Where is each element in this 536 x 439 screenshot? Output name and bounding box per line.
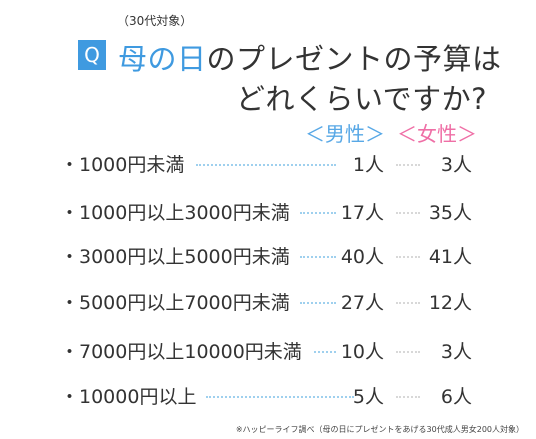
row-leader-dots [300, 212, 336, 214]
question-subtag: （30代対象） [117, 14, 193, 28]
row-male-count: 17人 [340, 202, 384, 224]
budget-row: ・5000円以上7000円未満 27人 12人 [0, 288, 536, 318]
row-mid-dots [396, 212, 420, 214]
row-mid-dots [396, 164, 420, 166]
row-male-count: 27人 [340, 292, 384, 314]
row-female-count: 35人 [428, 202, 472, 224]
row-female-count: 6人 [440, 386, 472, 408]
row-mid-dots [396, 396, 420, 398]
budget-row: ・3000円以上5000円未満 40人 41人 [0, 242, 536, 272]
row-leader-dots [300, 256, 336, 258]
header-male: ＜男性＞ [305, 122, 385, 146]
title-line-2: どれくらいですか? [236, 82, 488, 116]
row-label: ・3000円以上5000円未満 [60, 246, 290, 268]
row-leader-dots [300, 302, 336, 304]
row-leader-dots [314, 351, 336, 353]
title-line-1: 母の日のプレゼントの予算は [118, 36, 502, 78]
title-rest: のプレゼントの予算は [206, 42, 502, 76]
row-male-count: 40人 [340, 246, 384, 268]
row-label: ・7000円以上10000円未満 [60, 341, 302, 363]
row-female-count: 41人 [428, 246, 472, 268]
row-mid-dots [396, 256, 420, 258]
budget-row: ・10000円以上 5人 6人 [0, 382, 536, 412]
q-badge: Q [78, 40, 106, 70]
row-label: ・1000円以上3000円未満 [60, 202, 290, 224]
budget-row: ・1000円以上3000円未満 17人 35人 [0, 198, 536, 228]
row-male-count: 5人 [352, 386, 384, 408]
row-male-count: 1人 [352, 154, 384, 176]
row-leader-dots [206, 396, 354, 398]
row-female-count: 12人 [428, 292, 472, 314]
row-mid-dots [396, 351, 420, 353]
row-female-count: 3人 [440, 341, 472, 363]
row-female-count: 3人 [440, 154, 472, 176]
row-male-count: 10人 [340, 341, 384, 363]
budget-row: ・7000円以上10000円未満 10人 3人 [0, 337, 536, 367]
row-label: ・1000円未満 [60, 154, 185, 176]
title-highlight: 母の日 [118, 42, 207, 76]
row-label: ・10000円以上 [60, 386, 197, 408]
row-leader-dots [196, 164, 336, 166]
row-label: ・5000円以上7000円未満 [60, 292, 290, 314]
header-female: ＜女性＞ [397, 122, 477, 146]
budget-row: ・1000円未満 1人 3人 [0, 150, 536, 180]
footnote: ※ハッピーライフ調べ（母の日にプレゼントをあげる30代成人男女200人対象） [235, 425, 524, 434]
row-mid-dots [396, 302, 420, 304]
